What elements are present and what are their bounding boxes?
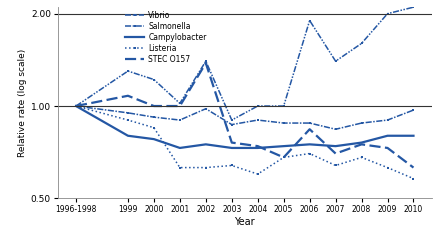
Vibrio bbox=[151, 78, 157, 81]
Salmonella bbox=[229, 123, 235, 126]
Line: Vibrio: Vibrio bbox=[75, 6, 415, 121]
Salmonella bbox=[359, 122, 364, 125]
Line: STEC O157: STEC O157 bbox=[76, 63, 413, 168]
Y-axis label: Relative rate (log scale): Relative rate (log scale) bbox=[18, 49, 27, 157]
Vibrio bbox=[73, 105, 79, 108]
Salmonella bbox=[385, 119, 390, 121]
Campylobacter bbox=[151, 138, 157, 141]
Campylobacter bbox=[203, 143, 208, 146]
Campylobacter bbox=[177, 147, 182, 149]
Line: Campylobacter: Campylobacter bbox=[76, 106, 413, 148]
Salmonella bbox=[307, 122, 312, 125]
Listeria bbox=[281, 156, 287, 159]
Vibrio bbox=[229, 119, 235, 121]
X-axis label: Year: Year bbox=[235, 217, 255, 227]
STEC O157 bbox=[73, 105, 79, 108]
STEC O157 bbox=[411, 166, 416, 169]
Vibrio bbox=[177, 102, 182, 105]
Listeria bbox=[255, 173, 260, 175]
STEC O157 bbox=[359, 143, 364, 146]
Salmonella bbox=[125, 111, 131, 114]
STEC O157 bbox=[281, 156, 287, 159]
Salmonella bbox=[411, 109, 416, 112]
STEC O157 bbox=[229, 141, 235, 144]
Listeria bbox=[411, 177, 416, 180]
Salmonella bbox=[333, 128, 338, 131]
Listeria bbox=[229, 164, 235, 167]
Listeria bbox=[73, 105, 79, 108]
STEC O157 bbox=[125, 94, 131, 97]
Campylobacter bbox=[333, 145, 338, 147]
Salmonella bbox=[73, 105, 79, 108]
Vibrio bbox=[385, 12, 390, 15]
Listeria bbox=[203, 166, 208, 169]
Legend: Vibrio, Salmonella, Campylobacter, Listeria, STEC O157: Vibrio, Salmonella, Campylobacter, Liste… bbox=[125, 11, 206, 64]
Salmonella bbox=[255, 119, 260, 121]
STEC O157 bbox=[333, 152, 338, 155]
Vibrio bbox=[333, 60, 338, 63]
Campylobacter bbox=[125, 134, 131, 137]
Vibrio bbox=[125, 70, 131, 72]
Vibrio bbox=[255, 105, 260, 108]
Vibrio bbox=[359, 42, 364, 45]
Vibrio bbox=[307, 19, 312, 22]
Vibrio bbox=[203, 60, 208, 63]
Listeria bbox=[333, 164, 338, 167]
Campylobacter bbox=[229, 147, 235, 149]
Vibrio bbox=[281, 105, 287, 108]
Campylobacter bbox=[281, 145, 287, 147]
STEC O157 bbox=[255, 145, 260, 147]
Salmonella bbox=[281, 122, 287, 125]
STEC O157 bbox=[177, 105, 182, 108]
Campylobacter bbox=[359, 141, 364, 144]
Listeria bbox=[151, 126, 157, 129]
STEC O157 bbox=[151, 105, 157, 108]
STEC O157 bbox=[385, 147, 390, 149]
Salmonella bbox=[203, 107, 208, 110]
Salmonella bbox=[151, 116, 157, 119]
STEC O157 bbox=[307, 128, 312, 131]
Salmonella bbox=[177, 119, 182, 121]
Listeria bbox=[307, 152, 312, 155]
Campylobacter bbox=[73, 105, 79, 108]
Campylobacter bbox=[411, 134, 416, 137]
Listeria bbox=[125, 119, 131, 121]
STEC O157 bbox=[203, 62, 208, 65]
Line: Salmonella: Salmonella bbox=[75, 105, 415, 131]
Listeria bbox=[359, 156, 364, 159]
Line: Listeria: Listeria bbox=[75, 105, 415, 180]
Campylobacter bbox=[385, 134, 390, 137]
Vibrio bbox=[411, 6, 416, 9]
Campylobacter bbox=[255, 147, 260, 149]
Campylobacter bbox=[307, 143, 312, 146]
Listeria bbox=[385, 166, 390, 169]
Listeria bbox=[177, 166, 182, 169]
